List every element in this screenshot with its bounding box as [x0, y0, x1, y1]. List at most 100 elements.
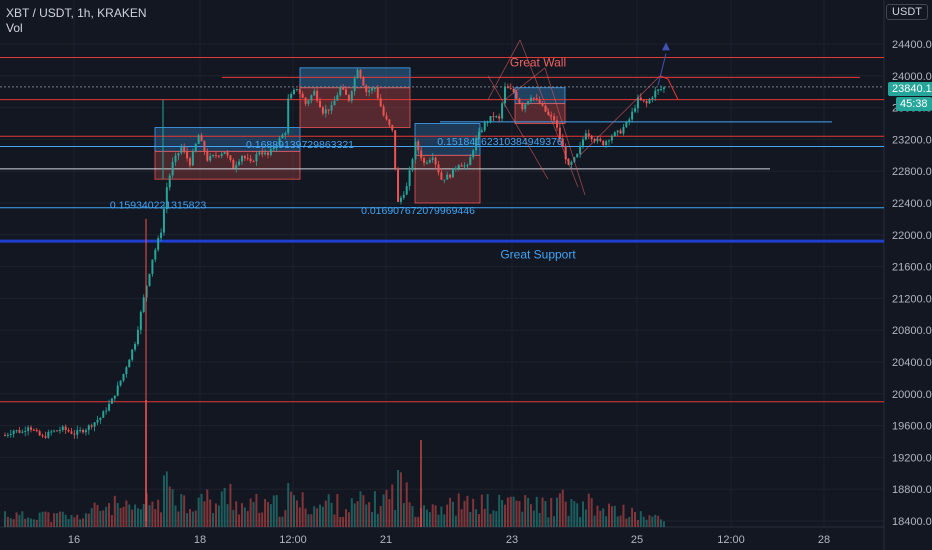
- volume-bar: [79, 519, 82, 527]
- volume-bar: [87, 513, 90, 527]
- candle-body: [200, 135, 203, 142]
- volume-bar: [212, 513, 215, 527]
- candle-body: [417, 141, 420, 151]
- volume-bar: [506, 497, 509, 527]
- candle-body: [628, 119, 631, 122]
- candle-body: [616, 130, 619, 133]
- candle-body: [480, 130, 483, 132]
- candle-body: [96, 420, 99, 423]
- volume-bar: [544, 501, 547, 527]
- volume-bar: [529, 504, 532, 527]
- candle-body: [217, 155, 220, 157]
- candle-body: [64, 426, 67, 430]
- volume-bar: [451, 501, 454, 527]
- candle-body: [142, 297, 145, 312]
- volume-bar: [252, 502, 255, 527]
- volume-bar: [64, 514, 67, 527]
- candle-body: [212, 155, 215, 157]
- volume-bar: [622, 504, 625, 527]
- volume-bar: [116, 502, 119, 527]
- volume-bar: [240, 503, 243, 527]
- volume-bar: [411, 506, 414, 527]
- candle-body: [469, 157, 472, 166]
- volume-bar: [284, 510, 287, 527]
- candle-body: [405, 186, 408, 195]
- y-tick-label: 23200.0: [892, 134, 932, 146]
- volume-bar: [162, 475, 165, 527]
- volume-bar: [339, 516, 342, 527]
- candle-body: [56, 430, 59, 432]
- x-tick-label: 16: [68, 534, 80, 546]
- y-tick-label: 22000.0: [892, 230, 932, 242]
- volume-bar: [613, 505, 616, 527]
- candle-body: [509, 88, 512, 90]
- volume-bar: [483, 508, 486, 527]
- candle-body: [108, 403, 111, 411]
- volume-bar: [301, 492, 304, 527]
- volume-bar: [330, 502, 333, 527]
- arrow-head-icon: [662, 42, 670, 51]
- volume-bar: [634, 512, 637, 527]
- candle-body: [174, 155, 177, 162]
- candle-body: [619, 130, 622, 134]
- volume-bar: [599, 510, 602, 527]
- candle-body: [4, 435, 6, 437]
- candle-body: [446, 174, 449, 180]
- volume-bar: [382, 494, 385, 527]
- volume-bar: [515, 500, 518, 527]
- candle-body: [475, 138, 478, 151]
- volume-bar: [298, 507, 301, 527]
- pattern-line: [579, 75, 661, 156]
- candle-body: [47, 431, 50, 438]
- candle-body: [76, 430, 79, 435]
- candle-body: [391, 125, 394, 131]
- volume-bar: [53, 513, 56, 527]
- currency-button[interactable]: USDT: [886, 4, 928, 20]
- volume-bar: [307, 514, 310, 527]
- volume-bar: [402, 503, 405, 527]
- candle-body: [541, 103, 544, 106]
- candle-body: [382, 106, 385, 116]
- candle-body: [160, 232, 163, 239]
- volume-bar: [535, 496, 538, 527]
- symbol-label[interactable]: XBT / USDT, 1h, KRAKEN: [6, 6, 147, 20]
- volume-bar: [547, 517, 550, 527]
- candle-body: [307, 100, 310, 104]
- candle-body: [232, 160, 235, 169]
- candle-body: [420, 150, 423, 159]
- candle-body: [350, 91, 353, 101]
- volume-bar: [269, 504, 272, 527]
- candle-body: [70, 431, 73, 434]
- candle-body: [324, 109, 327, 114]
- volume-indicator-label[interactable]: Vol: [6, 21, 23, 35]
- volume-bar: [310, 514, 313, 527]
- candle-body: [460, 165, 463, 167]
- candle-body: [411, 159, 414, 171]
- volume-bar: [113, 495, 116, 527]
- volume-bar: [99, 510, 102, 527]
- candle-body: [359, 69, 362, 78]
- candle-body: [310, 95, 313, 101]
- volume-bar: [527, 497, 530, 527]
- volume-bar: [524, 495, 527, 527]
- candle-body: [223, 152, 226, 154]
- candle-body: [50, 431, 53, 433]
- volume-bar: [194, 510, 197, 527]
- volume-bar: [454, 515, 457, 527]
- annotation-label: Great Support: [500, 248, 576, 262]
- volume-bar: [555, 497, 558, 527]
- annotation-label: 0.15184162310384949376: [437, 136, 563, 148]
- volume-bar: [408, 502, 411, 527]
- volume-bar: [498, 494, 501, 527]
- candle-body: [489, 116, 492, 123]
- candle-body: [634, 108, 637, 112]
- volume-bar: [243, 507, 246, 527]
- candle-body: [402, 194, 405, 198]
- volume-bar: [226, 504, 229, 527]
- volume-bar: [567, 515, 570, 527]
- volume-bar: [110, 515, 113, 527]
- y-tick-label: 19600.0: [892, 421, 932, 433]
- volume-bar: [503, 504, 506, 527]
- x-tick-label: 25: [631, 534, 643, 546]
